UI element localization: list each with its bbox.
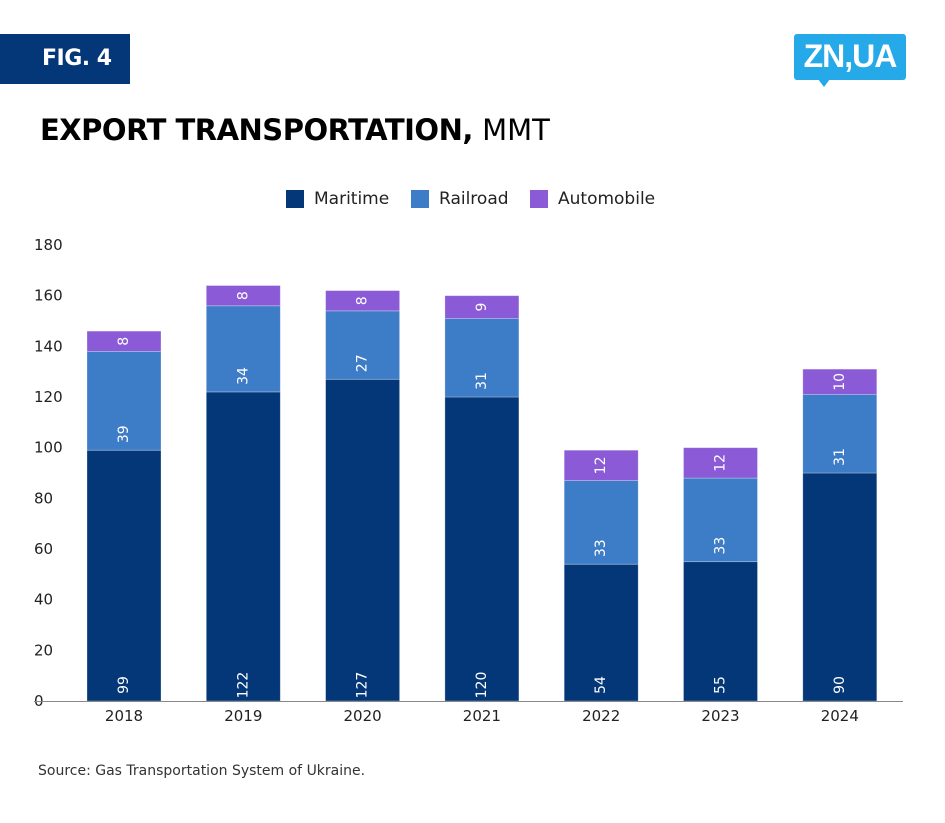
data-label-railroad: 31	[474, 372, 490, 390]
x-tick-label: 2021	[463, 707, 501, 725]
bar-segment-automobile	[444, 295, 520, 319]
y-tick-label: 40	[34, 591, 53, 609]
y-tick-label: 80	[34, 489, 53, 507]
y-tick-label: 120	[34, 388, 63, 406]
data-label-railroad: 39	[116, 425, 132, 443]
y-tick-label: 60	[34, 540, 53, 558]
bar-segment-railroad	[683, 477, 758, 563]
bar-stack-2023: 55 33 12	[683, 447, 758, 702]
bar-segment-railroad	[86, 350, 162, 451]
logo-text: ZN,UA	[803, 38, 898, 74]
bar-segment-maritime	[444, 396, 520, 702]
bar-stack-2020: 127 27 8	[325, 290, 401, 702]
bar-segment-automobile	[802, 368, 878, 395]
bar-segment-automobile	[86, 330, 162, 352]
chart-legend: Maritime Railroad Automobile	[0, 189, 945, 211]
bar-segment-maritime	[563, 563, 639, 702]
y-tick-label: 160	[34, 287, 63, 305]
data-label-railroad: 31	[832, 448, 848, 466]
bar-segment-railroad	[205, 305, 281, 393]
bars-group: 9939812234812727812031954331255331290311…	[86, 285, 878, 702]
bar-segment-railroad	[802, 394, 878, 474]
bar-stack-2024: 90 31 10	[802, 368, 878, 702]
bar-stack-2019: 122 34 8	[205, 285, 281, 702]
data-label-automobile: 10	[832, 373, 848, 391]
legend-label-railroad: Railroad	[439, 189, 509, 209]
y-tick-label: 20	[34, 641, 53, 659]
bar-segment-maritime	[205, 391, 281, 702]
bar-segment-railroad	[563, 480, 639, 565]
data-label-automobile: 8	[116, 337, 132, 346]
bar-segment-maritime	[86, 449, 162, 702]
legend-item-railroad: Railroad	[411, 189, 509, 209]
data-label-maritime: 127	[355, 672, 371, 699]
bar-stack-2018: 99 39 8	[86, 330, 162, 702]
data-label-automobile: 12	[713, 454, 729, 472]
legend-swatch-automobile	[530, 190, 548, 208]
data-label-maritime: 90	[832, 676, 848, 694]
bar-segment-maritime	[802, 472, 878, 702]
data-label-maritime: 122	[235, 672, 251, 699]
data-label-automobile: 9	[474, 303, 490, 312]
y-tick-label: 100	[34, 439, 63, 457]
zn-ua-logo[interactable]: ZN,UA	[794, 34, 906, 80]
bar-segment-railroad	[325, 310, 401, 380]
data-label-automobile: 12	[593, 456, 609, 474]
x-tick-label: 2024	[821, 707, 859, 725]
legend-item-maritime: Maritime	[286, 189, 389, 209]
bar-segment-automobile	[325, 290, 401, 312]
x-tick-label: 2023	[701, 707, 739, 725]
legend-item-automobile: Automobile	[530, 189, 655, 209]
source-note: Source: Gas Transportation System of Ukr…	[38, 763, 366, 779]
chart-title: EXPORT TRANSPORTATION, MMT	[40, 113, 550, 147]
x-tick-label: 2022	[582, 707, 620, 725]
figure-label: FIG. 4	[42, 46, 112, 71]
x-tick-label: 2018	[105, 707, 143, 725]
chart-title-main: EXPORT TRANSPORTATION,	[40, 113, 473, 147]
x-axis: 2018 2019 2020 2021 2022 2023 2024	[105, 707, 859, 725]
data-label-maritime: 99	[116, 676, 132, 694]
bar-segment-automobile	[563, 449, 639, 482]
data-label-maritime: 120	[474, 672, 490, 699]
legend-label-automobile: Automobile	[558, 189, 656, 209]
data-label-railroad: 27	[355, 354, 371, 372]
data-label-maritime: 55	[713, 676, 729, 694]
bar-stack-2021: 120 31 9	[444, 295, 520, 702]
figure-badge: FIG. 4	[0, 34, 130, 84]
bar-segment-automobile	[683, 447, 758, 479]
y-tick-label: 180	[34, 236, 63, 254]
legend-swatch-railroad	[411, 190, 429, 208]
legend-swatch-maritime	[286, 190, 304, 208]
y-tick-label: 140	[34, 337, 63, 355]
bar-segment-maritime	[683, 561, 758, 702]
logo-speech-tail-icon	[818, 79, 830, 87]
bar-segment-automobile	[205, 285, 281, 307]
bar-stack-2022: 54 33 12	[563, 449, 639, 702]
data-label-automobile: 8	[355, 296, 371, 305]
data-label-maritime: 54	[593, 676, 609, 694]
bar-segment-maritime	[325, 378, 401, 702]
x-tick-label: 2019	[224, 707, 262, 725]
x-tick-label: 2020	[344, 707, 382, 725]
data-label-railroad: 33	[713, 537, 729, 555]
data-label-railroad: 33	[593, 539, 609, 557]
chart-title-unit: MMT	[472, 113, 550, 147]
legend-label-maritime: Maritime	[314, 189, 390, 209]
bar-segment-railroad	[444, 318, 520, 398]
data-label-railroad: 34	[235, 367, 251, 385]
data-label-automobile: 8	[235, 291, 251, 300]
